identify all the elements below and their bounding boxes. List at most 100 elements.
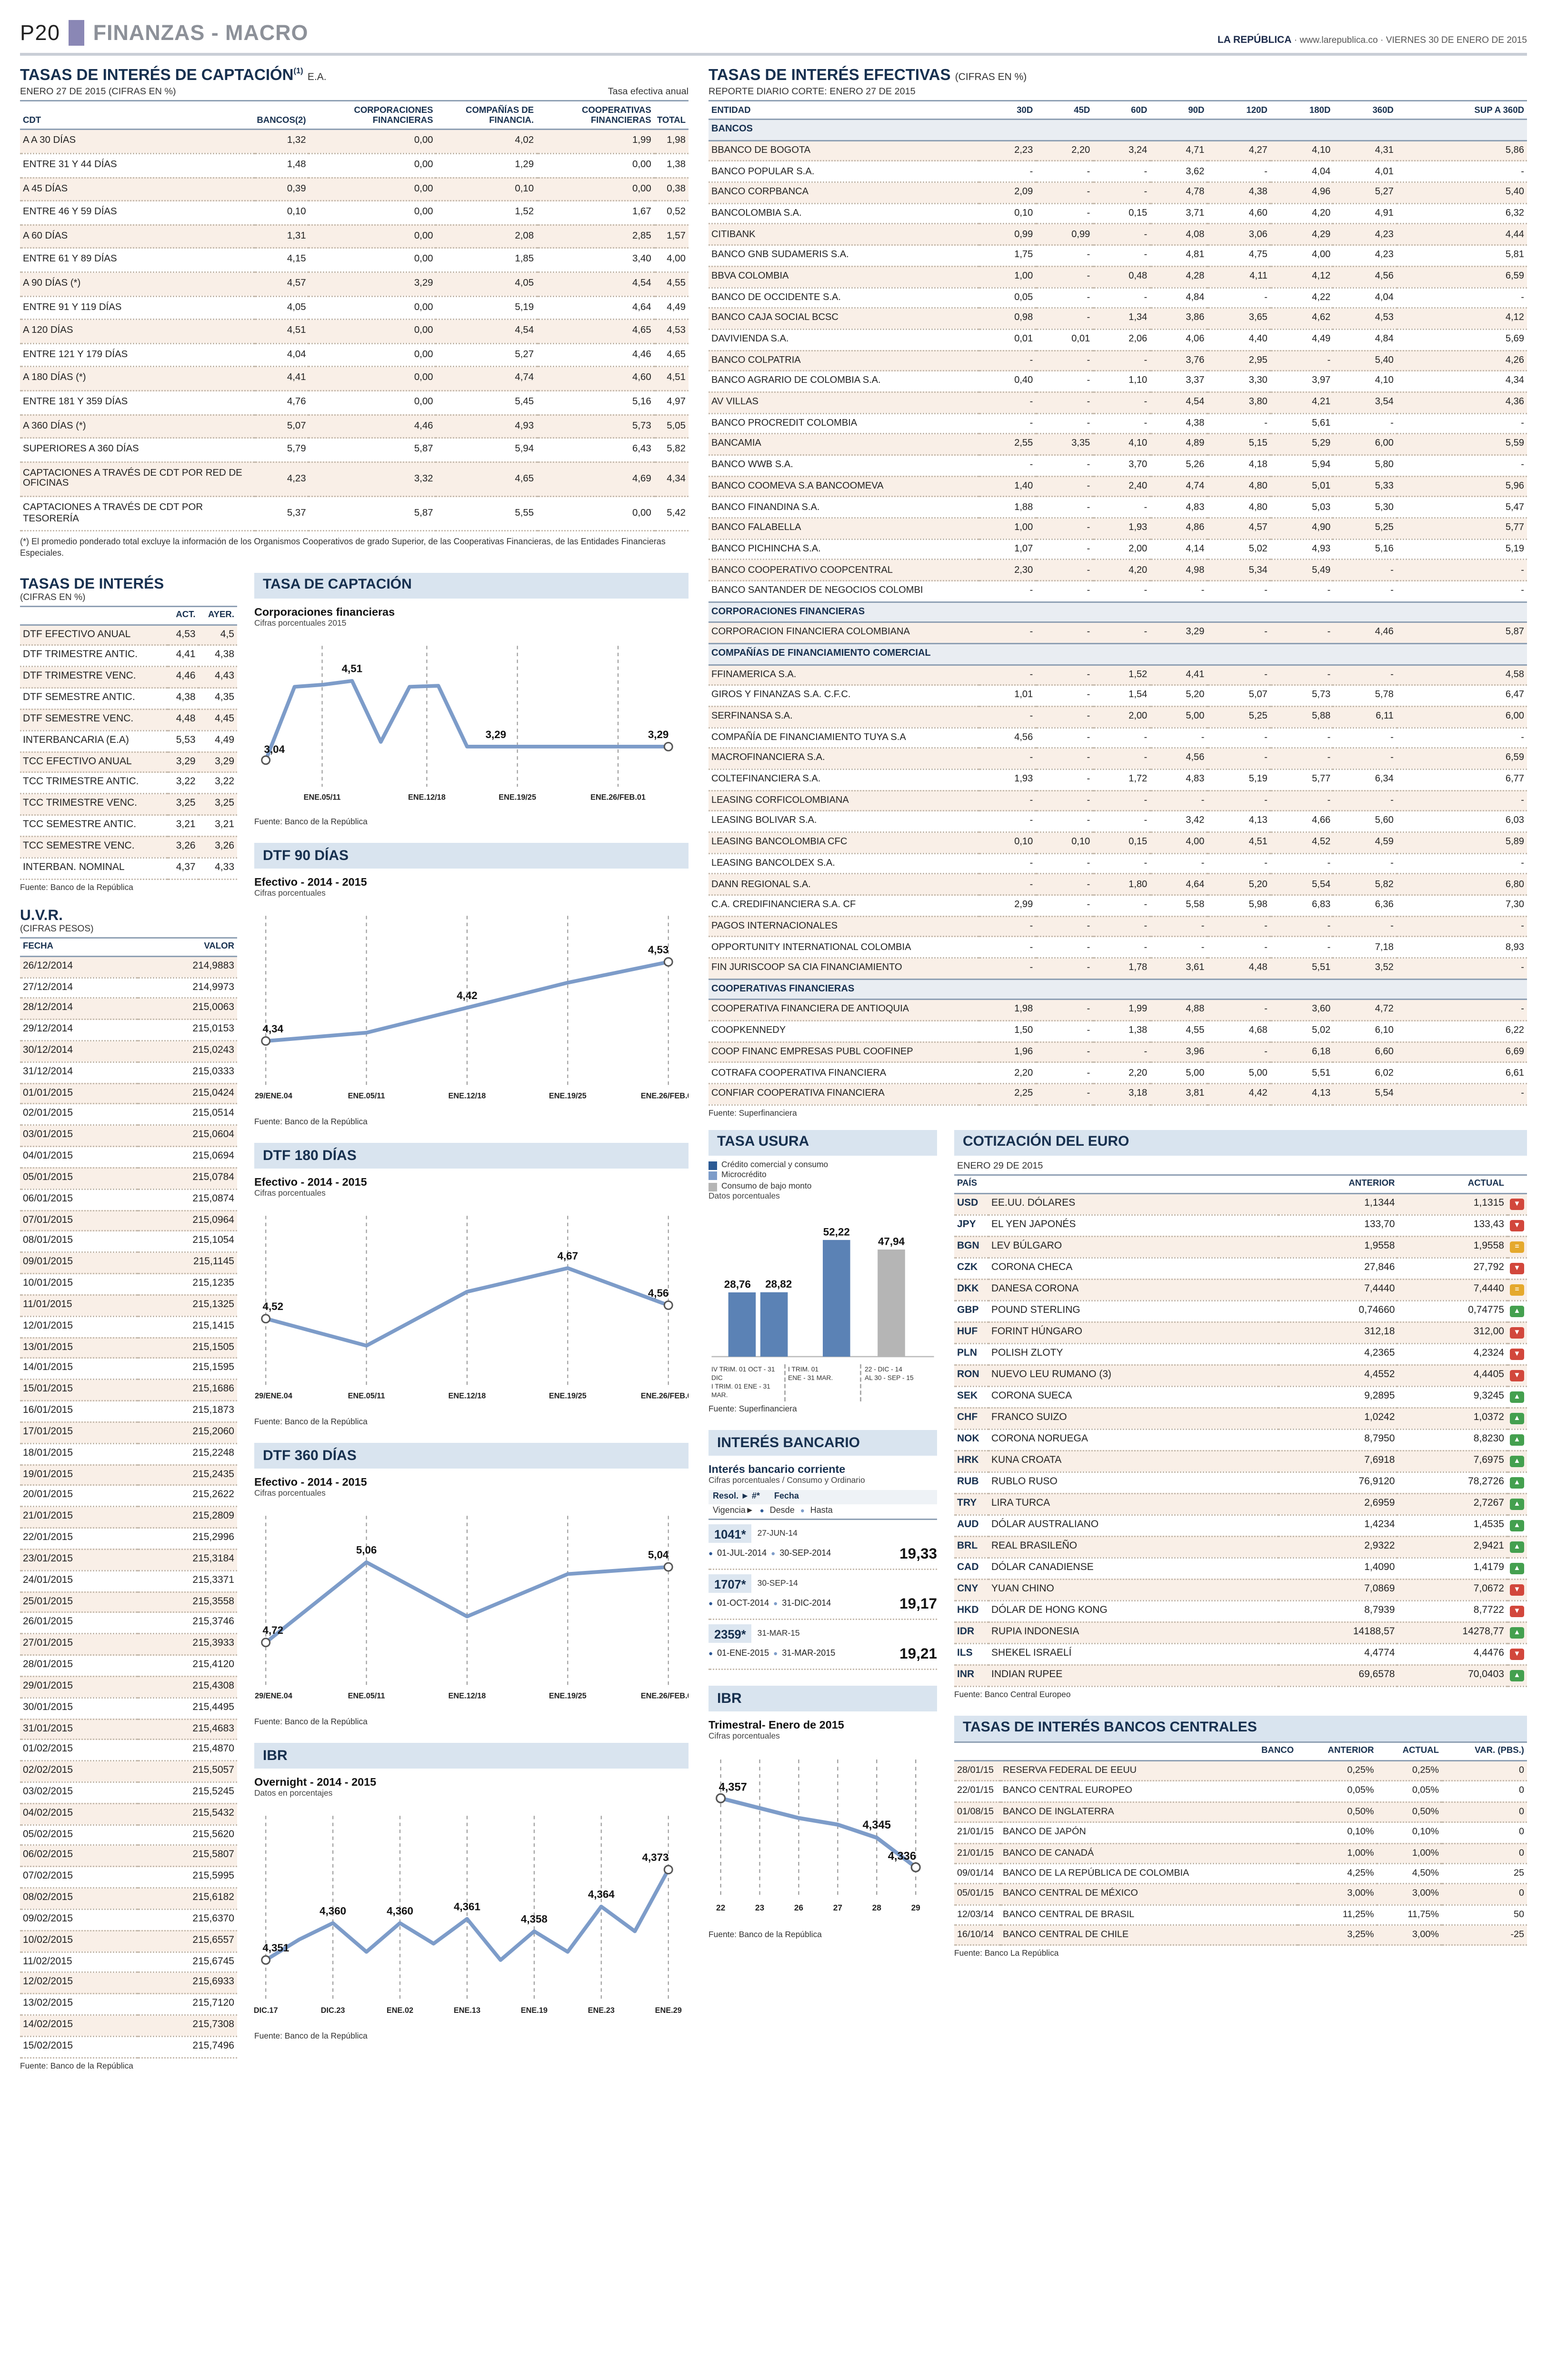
- trend-cell: ▲: [1507, 1429, 1527, 1451]
- table-row: 23/01/2015 215,3184: [20, 1549, 237, 1571]
- table-cell: 215,0874: [137, 1189, 237, 1211]
- table-cell: 1,57: [654, 224, 689, 250]
- table-cell: -: [1270, 580, 1334, 603]
- table-cell: 4,46: [309, 414, 436, 439]
- table-cell: 5,49: [1270, 560, 1334, 582]
- trend-cell: ▼: [1507, 1215, 1527, 1237]
- table-cell: 0,05%: [1377, 1781, 1442, 1803]
- table-cell: 5,79: [254, 438, 309, 463]
- desde-label: Desde: [769, 1507, 795, 1516]
- source-note: Fuente: Superfinanciera: [709, 1110, 797, 1119]
- svg-text:4,67: 4,67: [558, 1250, 578, 1262]
- source-note: Fuente: Banco de la República: [709, 1931, 822, 1940]
- interes-subtitle: Interés bancario corriente: [709, 1463, 846, 1476]
- table-row: TCC TRIMESTRE VENC. 3,25 3,25: [20, 794, 237, 816]
- table-cell: 215,1235: [137, 1273, 237, 1296]
- hasta-dot-icon: ●: [773, 1650, 778, 1659]
- table-cell: 6,80: [1396, 874, 1527, 896]
- trend-down-icon: ▼: [1510, 1370, 1524, 1381]
- table-cell: 5,20: [1150, 685, 1208, 707]
- chart-note: Cifras porcentuales: [254, 1490, 326, 1499]
- table-cell: 4,83: [1150, 497, 1208, 519]
- table-cell: -: [1150, 790, 1208, 812]
- table-cell: -: [1396, 958, 1527, 980]
- table-cell: -: [1036, 580, 1093, 603]
- table-cell: 3,76: [1150, 350, 1208, 372]
- table-row: 21/01/2015 215,2809: [20, 1507, 237, 1529]
- col-header: CORPORACIONES FINANCIERAS: [309, 100, 436, 131]
- currency-code: RUB: [954, 1472, 988, 1494]
- table-cell: -: [1036, 664, 1093, 686]
- table-cell: 23/01/2015: [20, 1549, 138, 1571]
- anterior-value: 7,6918: [1278, 1450, 1398, 1473]
- interes-note: Cifras porcentuales / Consumo y Ordinari…: [709, 1477, 865, 1486]
- table-cell: 22/01/15: [954, 1781, 1000, 1803]
- table-cell: 12/03/14: [954, 1904, 1000, 1926]
- table-cell: -: [978, 350, 1036, 372]
- section-title: FINANZAS - MACRO: [93, 20, 309, 45]
- ibr-overnight-chart-svg: DIC.17 DIC.23 ENE.02 ENE.13 ENE.19 ENE.23 ENE.…: [254, 1816, 682, 2015]
- table-row: 09/02/2015 215,6370: [20, 1909, 237, 1931]
- table-cell: 4,20: [1093, 560, 1150, 582]
- table-cell: BANCO PROCREDIT COLOMBIA: [709, 413, 979, 435]
- table-cell: 1,88: [978, 497, 1036, 519]
- table-cell: 3,54: [1333, 392, 1397, 414]
- table-cell: -: [1036, 182, 1093, 204]
- table-cell: 5,05: [654, 414, 689, 439]
- table-cell: 6,77: [1396, 769, 1527, 791]
- table-cell: 215,7496: [137, 2036, 237, 2059]
- table-row: BBVA COLOMBIA 1,00-0,48 4,28 4,11 4,12 4,56 6,…: [709, 266, 1527, 288]
- ibr-overnight-line-chart: DIC.17 DIC.23 ENE.02 ENE.13 ENE.19 ENE.23 ENE.…: [254, 1802, 689, 2029]
- vigencia-line: ● 01-ENE-2015 ● 31-MAR-2015 19,21: [709, 1646, 937, 1663]
- table-cell: 05/01/2015: [20, 1168, 138, 1190]
- table-cell: -: [1270, 622, 1334, 645]
- table-cell: A 120 DÍAS: [20, 320, 254, 344]
- table-cell: 5,87: [309, 496, 436, 532]
- table-cell: 27/01/2015: [20, 1634, 138, 1656]
- table-cell: BANCO CENTRAL EUROPEO: [1000, 1781, 1297, 1803]
- table-cell: 4,48: [1207, 958, 1270, 980]
- table-cell: 6,43: [537, 438, 654, 463]
- table-row: INTERBAN. NOMINAL 4,37 4,33: [20, 857, 237, 880]
- table-row: ILS SHEKEL ISRAELÍ 4,4774 4,4476 ▼: [954, 1643, 1527, 1666]
- table-cell: COOP FINANC EMPRESAS PUBL COOFINEP: [709, 1041, 979, 1064]
- svg-text:4,357: 4,357: [719, 1781, 747, 1794]
- euro-date: ENERO 29 DE 2015: [957, 1161, 1043, 1171]
- group-label: COOPERATIVAS FINANCIERAS: [709, 978, 1527, 1000]
- trend-up-icon: ▲: [1510, 1627, 1524, 1639]
- table-cell: 4,60: [1207, 203, 1270, 225]
- table-cell: 4,46: [1333, 622, 1397, 645]
- table-cell: 3,22: [198, 772, 237, 795]
- currency-code: BGN: [954, 1236, 988, 1259]
- table-cell: 4,49: [654, 296, 689, 320]
- trend-cell: ▼: [1507, 1643, 1527, 1666]
- table-row: PAGOS INTERNACIONALES - - - - - - - -: [709, 916, 1527, 938]
- table-cell: 0,10: [254, 201, 309, 226]
- table-cell: C.A. CREDIFINANCIERA S.A. CF: [709, 895, 979, 917]
- table-cell: 4,23: [254, 462, 309, 498]
- table-cell: 4,48: [167, 709, 199, 731]
- table-cell: 2,00: [1093, 539, 1150, 561]
- table-row: 06/01/2015 215,0874: [20, 1189, 237, 1211]
- tasa-usura-panel: TASA USURA Crédito comercial y consumo Mi…: [709, 1130, 937, 1414]
- table-cell: BANCO AGRARIO DE COLOMBIA S.A.: [709, 371, 979, 393]
- table-row: PLN POLISH ZLOTY 4,2365 4,2324 ▼: [954, 1343, 1527, 1366]
- table-row: SUPERIORES A 360 DÍAS 5,79 5,87 5,94 6,43 5,8…: [20, 438, 689, 463]
- table-row: 03/01/2015 215,0604: [20, 1125, 237, 1148]
- table-cell: 07/02/2015: [20, 1867, 138, 1889]
- usura-bar-chart: 28,76 28,82 52,22 47,94 IV TRIM. 01 OCT - 31…: [709, 1205, 937, 1402]
- table-cell: 2,20: [1036, 140, 1093, 162]
- table-cell: 12/02/2015: [20, 1972, 138, 1995]
- table-row: A 360 DÍAS (*) 5,07 4,46 4,93 5,73 5,05: [20, 414, 689, 439]
- hasta-dot-icon: ●: [773, 1600, 778, 1609]
- table-cell: 1,78: [1093, 958, 1150, 980]
- table-cell: 4,08: [1150, 224, 1208, 246]
- table-cell: 4,84: [1150, 287, 1208, 309]
- table-row: COOPKENNEDY 1,50-1,38 4,55 4,68 5,02 6,10 6,22: [709, 1020, 1527, 1043]
- table-cell: 0,00: [537, 153, 654, 178]
- table-cell: -: [978, 748, 1036, 770]
- right-column: TASAS DE INTERÉS EFECTIVAS (CIFRAS EN %)…: [709, 67, 1527, 2071]
- table-cell: 4,62: [1270, 308, 1334, 330]
- table-row: AV VILLAS - - -4,54 3,80 4,21 3,54 4,36: [709, 392, 1527, 414]
- table-cell: 6,32: [1396, 203, 1527, 225]
